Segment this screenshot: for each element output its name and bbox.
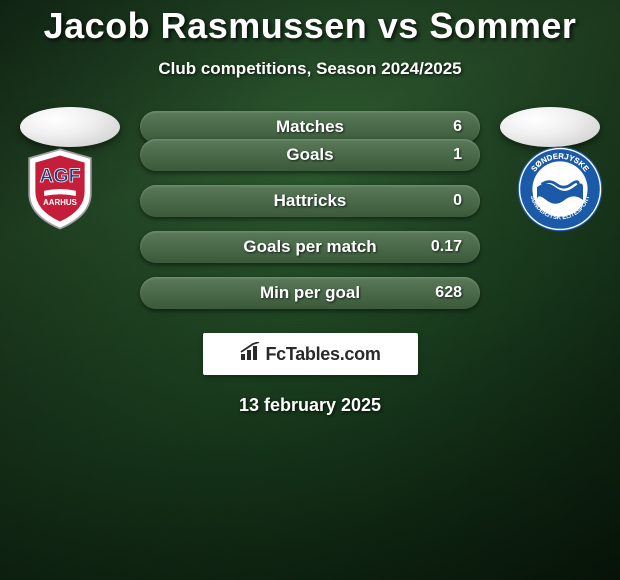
- svg-text:AGF: AGF: [40, 165, 81, 187]
- club-badge-right: SØNDERJYSKE SØNDERJYSKE SØNDERJYSK ELITE…: [510, 139, 610, 239]
- stat-bar-goals-per-match: Goals per match 0.17: [140, 231, 480, 263]
- stat-label: Matches: [276, 117, 344, 137]
- stat-value: 0: [453, 192, 462, 210]
- svg-text:AARHUS: AARHUS: [43, 198, 77, 207]
- agf-badge-icon: AGF AARHUS: [16, 145, 104, 233]
- badge-row: AGF AARHUS Goals 1 Hattricks 0 Goals per…: [0, 139, 620, 309]
- club-badge-left: AGF AARHUS: [10, 139, 110, 239]
- stat-bar-hattricks: Hattricks 0: [140, 185, 480, 217]
- branding-text: FcTables.com: [265, 344, 380, 365]
- stat-value: 1: [453, 146, 462, 164]
- stat-value: 628: [435, 284, 462, 302]
- page-title: Jacob Rasmussen vs Sommer: [0, 5, 620, 47]
- content-container: Jacob Rasmussen vs Sommer Club competiti…: [0, 0, 620, 416]
- sonderjyske-badge-icon: SØNDERJYSKE SØNDERJYSKE SØNDERJYSK ELITE…: [514, 143, 606, 235]
- stat-value: 6: [453, 118, 462, 136]
- stat-label: Goals per match: [243, 237, 376, 257]
- branding-badge[interactable]: FcTables.com: [203, 333, 418, 375]
- stat-bar-min-per-goal: Min per goal 628: [140, 277, 480, 309]
- stat-value: 0.17: [431, 238, 462, 256]
- stat-label: Goals: [286, 145, 333, 165]
- date-text: 13 february 2025: [0, 395, 620, 416]
- stat-bar-goals: Goals 1: [140, 139, 480, 171]
- page-subtitle: Club competitions, Season 2024/2025: [0, 59, 620, 79]
- chart-icon: [239, 342, 263, 367]
- stats-column: Goals 1 Hattricks 0 Goals per match 0.17…: [110, 139, 510, 309]
- stat-label: Min per goal: [260, 283, 360, 303]
- stat-label: Hattricks: [274, 191, 347, 211]
